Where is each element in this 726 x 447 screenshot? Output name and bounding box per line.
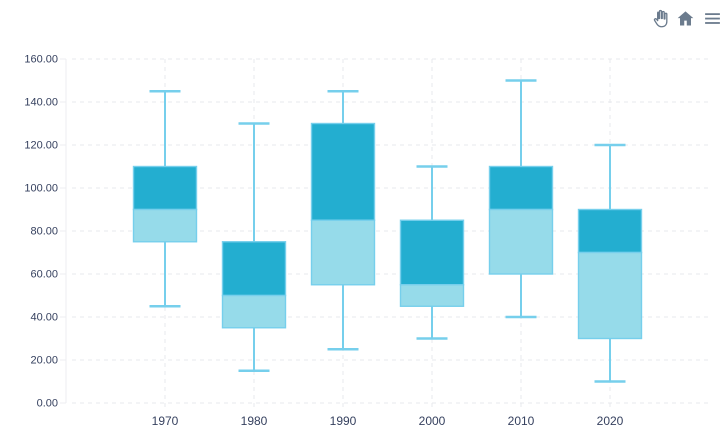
- x-axis-label: 2000: [419, 414, 446, 428]
- box-lower-2000[interactable]: [399, 284, 465, 307]
- chart-toolbar: [648, 8, 722, 28]
- y-axis-label: 120.00: [24, 140, 58, 152]
- x-axis-label: 2020: [597, 414, 624, 428]
- y-axis-label: 80.00: [30, 226, 58, 238]
- box-upper-1970[interactable]: [132, 165, 198, 211]
- box-lower-2010[interactable]: [488, 208, 554, 275]
- x-axis-label: 1990: [330, 414, 357, 428]
- box-upper-1980[interactable]: [221, 241, 287, 297]
- box-upper-2020[interactable]: [577, 208, 643, 254]
- pan-hand-icon[interactable]: [648, 8, 668, 28]
- home-reset-icon[interactable]: [675, 8, 695, 28]
- box-upper-2000[interactable]: [399, 219, 465, 286]
- x-axis-label: 2010: [508, 414, 535, 428]
- y-axis-label: 60.00: [30, 269, 58, 281]
- menu-icon[interactable]: [702, 8, 722, 28]
- y-axis-label: 160.00: [24, 54, 58, 66]
- y-axis-label: 20.00: [30, 355, 58, 367]
- box-upper-1990[interactable]: [310, 122, 376, 221]
- y-axis-label: 0.00: [37, 398, 58, 410]
- box-lower-1990[interactable]: [310, 219, 376, 286]
- x-axis-label: 1980: [241, 414, 268, 428]
- y-axis-label: 100.00: [24, 183, 58, 195]
- box-lower-2020[interactable]: [577, 251, 643, 340]
- box-lower-1980[interactable]: [221, 294, 287, 329]
- box-upper-2010[interactable]: [488, 165, 554, 211]
- box-lower-1970[interactable]: [132, 208, 198, 243]
- x-axis-label: 1970: [152, 414, 179, 428]
- y-axis-label: 40.00: [30, 312, 58, 324]
- y-axis-label: 140.00: [24, 97, 58, 109]
